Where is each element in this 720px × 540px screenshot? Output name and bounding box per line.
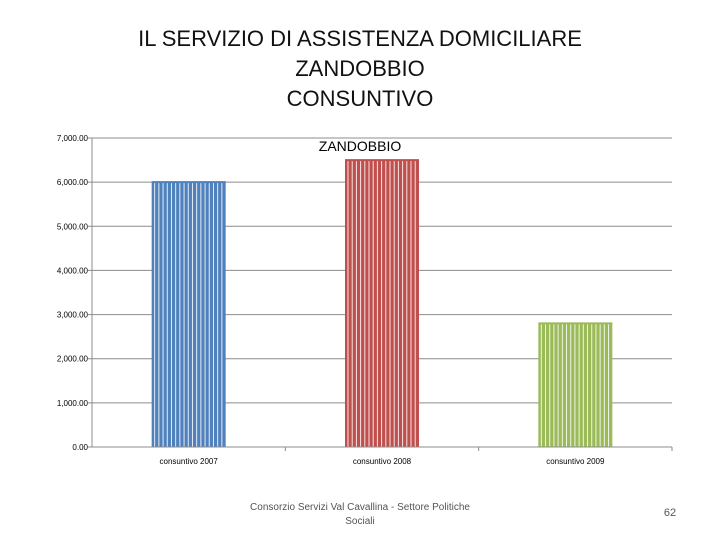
y-tick-label-3: 3,000.00 [57, 311, 89, 320]
y-tick-label-2: 2,000.00 [57, 355, 89, 364]
y-tick-label-5: 5,000.00 [57, 222, 89, 231]
bars [151, 159, 613, 448]
y-tick-label-4: 4,000.00 [57, 266, 89, 275]
y-tick-label-1: 1,000.00 [57, 399, 89, 408]
y-tick-label-0: 0.00 [72, 443, 88, 452]
page-number: 62 [663, 507, 677, 519]
bar-3 [538, 322, 613, 447]
title-line-1: IL SERVIZIO DI ASSISTENZA DOMICILIARE [138, 26, 582, 51]
x-tick-label-2: consuntivo 2008 [353, 457, 412, 466]
bar-2 [345, 159, 419, 448]
x-tick-label-3: consuntivo 2009 [546, 457, 605, 466]
y-tick-label-6: 6,000.00 [57, 178, 89, 187]
x-tick-label-1: consuntivo 2007 [160, 457, 219, 466]
chart-title: ZANDOBBIO [319, 138, 402, 154]
bar-1 [151, 181, 226, 447]
axes: 0.00 1,000.00 2,000.00 3,000.00 4,000.00 5,00… [57, 134, 673, 466]
title-line-2: ZANDOBBIO [295, 56, 425, 81]
title-line-3: CONSUNTIVO [286, 86, 434, 111]
y-tick-label-7: 7,000.00 [57, 134, 89, 143]
slide-title: IL SERVIZIO DI ASSISTENZA DOMICILIARE ZA… [80, 24, 640, 114]
footer-organization: Consorzio Servizi Val Cavallina - Settor… [250, 502, 470, 527]
